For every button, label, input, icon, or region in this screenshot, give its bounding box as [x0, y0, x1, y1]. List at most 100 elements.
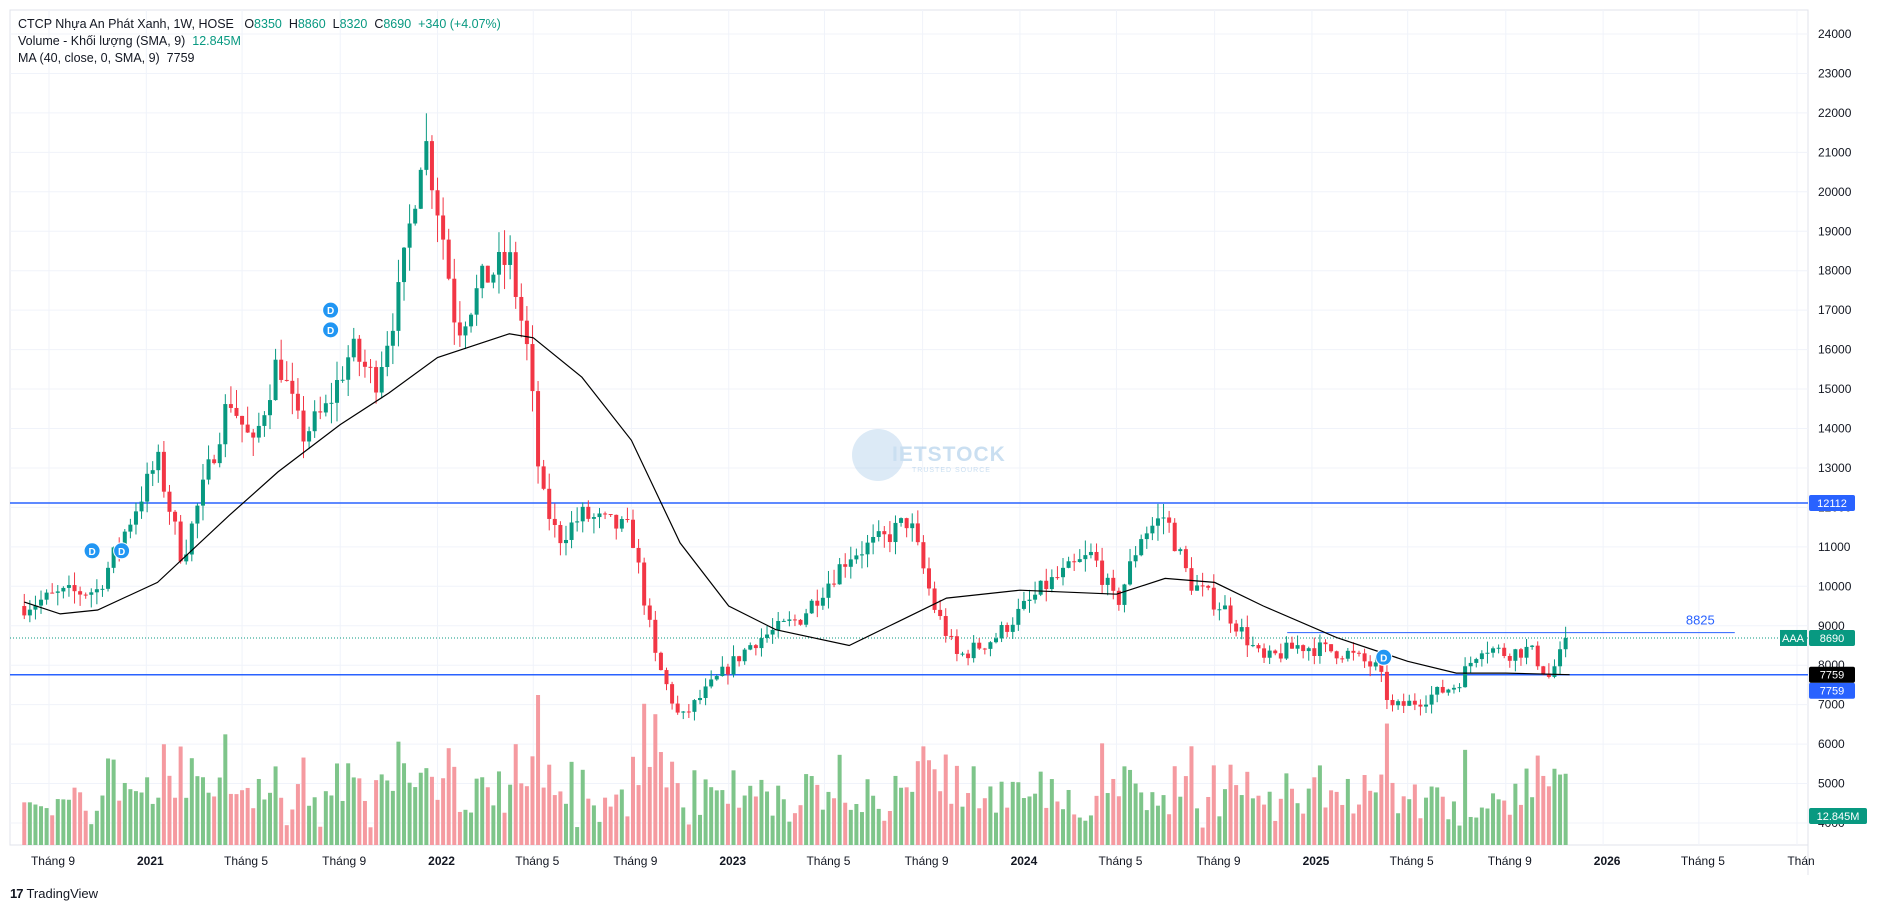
candle-body: [552, 518, 557, 525]
candle: [33, 595, 38, 620]
y-tick-label: 16000: [1818, 343, 1852, 357]
candle: [854, 548, 859, 564]
tradingview-footer[interactable]: 17 TradingView: [10, 886, 98, 901]
candle: [558, 521, 563, 556]
dividend-marker-circle: [83, 542, 101, 560]
candle-body: [1072, 561, 1077, 563]
volume-bar: [161, 744, 166, 845]
x-tick-label: 2023: [719, 854, 746, 868]
dividend-marker-circle: [322, 321, 340, 339]
dividend-marker[interactable]: D: [83, 542, 101, 560]
candle: [1457, 683, 1462, 693]
y-tick-label: 10000: [1818, 579, 1852, 593]
candle-body: [1150, 525, 1155, 534]
volume-bar: [256, 778, 261, 845]
candle-body: [195, 505, 200, 524]
candle-body: [217, 444, 222, 464]
candle: [502, 230, 507, 290]
candle-body: [508, 252, 513, 265]
candle-body: [871, 536, 876, 543]
volume-bar: [932, 769, 937, 845]
legend-volume-row[interactable]: Volume - Khối lượng (SMA, 9) 12.845M: [18, 33, 501, 50]
candle-body: [1228, 605, 1233, 624]
volume-bar: [1558, 774, 1563, 845]
candle: [865, 534, 870, 568]
candle: [1401, 693, 1406, 713]
candle-body: [245, 424, 250, 433]
candle-body: [27, 609, 32, 616]
volume-bar: [1262, 804, 1267, 845]
candle: [1479, 650, 1484, 667]
dividend-marker[interactable]: D: [322, 321, 340, 339]
candle: [262, 411, 267, 437]
volume-bar: [22, 802, 27, 845]
candle: [943, 608, 948, 643]
candle-body: [61, 587, 66, 592]
volume-bar: [765, 791, 770, 845]
candle-body: [1206, 585, 1211, 588]
volume-bar: [1546, 786, 1551, 845]
candle-body: [826, 583, 831, 598]
candle-body: [357, 338, 362, 362]
x-tick-label: Tháng 5: [1681, 854, 1725, 868]
volume-bar: [362, 800, 367, 845]
legend-close: 8690: [383, 17, 412, 31]
candle: [508, 235, 513, 280]
vietstock-watermark: IETSTOCK TRUSTED SOURCE: [850, 425, 1040, 485]
candle-body: [770, 629, 775, 635]
volume-bar: [441, 778, 446, 845]
candle: [55, 585, 60, 606]
candle-body: [1379, 662, 1384, 672]
candle: [1200, 572, 1205, 597]
dividend-marker[interactable]: D: [113, 542, 131, 560]
volume-bar: [988, 786, 993, 845]
candle: [290, 362, 295, 415]
candle: [474, 274, 479, 326]
candle: [614, 514, 619, 540]
volume-bar: [1005, 807, 1010, 845]
x-tick-label: Tháng 5: [224, 854, 268, 868]
volume-bar: [1513, 783, 1518, 845]
dividend-marker-label: D: [327, 306, 334, 317]
volume-bar: [1479, 807, 1484, 845]
candle: [83, 592, 88, 599]
volume-bar: [536, 695, 541, 845]
candle-body: [396, 282, 401, 331]
candle: [999, 621, 1004, 643]
volume-bar: [1485, 808, 1490, 845]
legend-ma-row[interactable]: MA (40, close, 0, SMA, 9) 7759: [18, 50, 501, 67]
candle: [625, 507, 630, 523]
candle-body: [954, 636, 959, 654]
volume-bar: [1077, 817, 1082, 845]
legend-symbol-row[interactable]: CTCP Nhựa An Phát Xanh, 1W, HOSE O8350 H…: [18, 16, 501, 33]
candle: [932, 581, 937, 614]
candle-body: [943, 616, 948, 636]
candle-body: [1496, 647, 1501, 649]
candle: [72, 572, 77, 604]
volume-bar: [971, 766, 976, 845]
candle: [1033, 581, 1038, 604]
candle-body: [1033, 594, 1038, 600]
candle-body: [452, 278, 457, 323]
dividend-marker-circle: [113, 542, 131, 560]
volume-bar: [876, 808, 881, 845]
volume-bar: [1552, 768, 1557, 845]
volume-bar: [39, 806, 44, 845]
candle-body: [698, 698, 703, 701]
candle: [848, 546, 853, 579]
candle-body: [1323, 642, 1328, 645]
volume-bar: [770, 815, 775, 845]
x-tick-label: Tháng 5: [1098, 854, 1142, 868]
candle: [815, 589, 820, 618]
dividend-marker[interactable]: D: [1375, 648, 1393, 666]
candle-body: [463, 326, 468, 336]
volume-bar: [832, 798, 837, 845]
candle-body: [642, 562, 647, 606]
candle-body: [1105, 577, 1110, 585]
volume-bar: [837, 754, 842, 845]
volume-bar: [44, 808, 49, 845]
dividend-marker[interactable]: D: [322, 301, 340, 319]
candle-body: [1211, 587, 1216, 610]
candle: [899, 517, 904, 527]
